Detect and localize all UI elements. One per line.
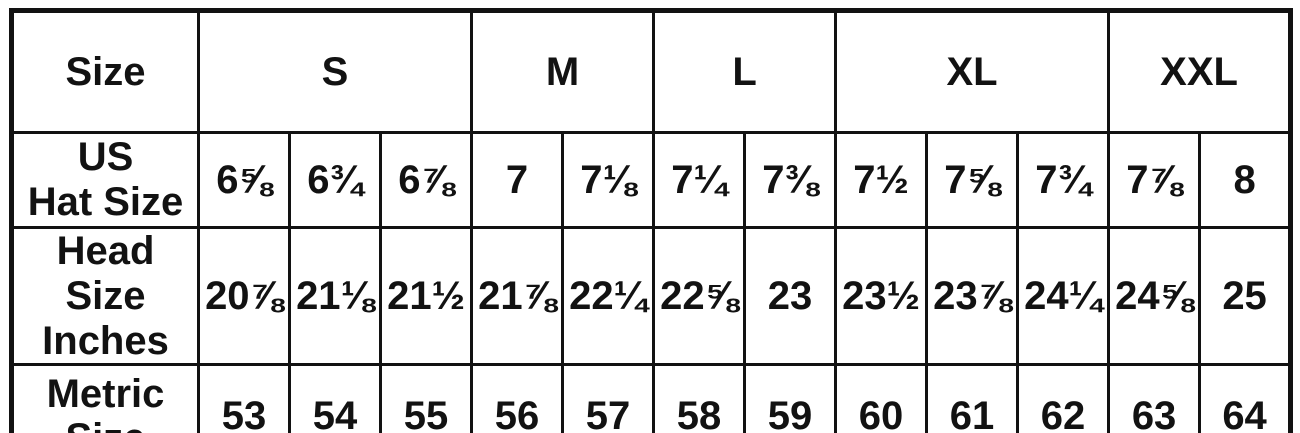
metric-size-cell: 58 bbox=[652, 363, 747, 433]
us-hat-size-cell: 7⅝ bbox=[925, 131, 1020, 229]
size-group-header-l: L bbox=[652, 9, 838, 134]
us-hat-size-cell: 7⅜ bbox=[743, 131, 838, 229]
head-size-inches-cell: 21½ bbox=[378, 225, 474, 367]
metric-size-cell: 56 bbox=[470, 363, 565, 433]
header-row: Size S M L XL XXL bbox=[10, 9, 1293, 134]
head-size-inches-cell: 21⅛ bbox=[288, 225, 382, 367]
head-size-inches-cell: 23½ bbox=[834, 225, 929, 367]
row-header-head-size-inches: Head Size Inches bbox=[10, 225, 200, 367]
us-hat-size-cell: 7⅛ bbox=[561, 131, 656, 229]
head-size-inches-cell: 24⅝ bbox=[1107, 225, 1202, 367]
us-hat-size-cell: 8 bbox=[1198, 131, 1293, 229]
us-hat-size-row: US Hat Size 6⅝ 6¾ 6⅞ 7 7⅛ 7¼ 7⅜ 7½ 7⅝ 7¾… bbox=[10, 131, 1293, 229]
metric-size-cell: 54 bbox=[288, 363, 382, 433]
head-size-inches-row: Head Size Inches 20⅞ 21⅛ 21½ 21⅞ 22¼ 22⅝… bbox=[10, 225, 1293, 367]
row-header-metric-size: Metric Size bbox=[10, 363, 200, 433]
us-hat-size-cell: 7½ bbox=[834, 131, 929, 229]
size-group-header-xxl: XXL bbox=[1107, 9, 1293, 134]
metric-size-cell: 62 bbox=[1016, 363, 1111, 433]
us-hat-size-cell: 7¾ bbox=[1016, 131, 1111, 229]
head-size-inches-cell: 22⅝ bbox=[652, 225, 747, 367]
metric-size-row: Metric Size 53 54 55 56 57 58 59 60 61 6… bbox=[10, 363, 1293, 433]
hat-size-chart-table: Size S M L XL XXL US Hat Size 6⅝ 6¾ 6⅞ 7… bbox=[9, 8, 1294, 433]
corner-size-header: Size bbox=[10, 9, 200, 134]
size-group-header-m: M bbox=[470, 9, 656, 134]
metric-size-cell: 59 bbox=[743, 363, 838, 433]
row-header-us-hat-size: US Hat Size bbox=[10, 131, 200, 229]
metric-size-cell: 60 bbox=[834, 363, 929, 433]
metric-size-cell: 64 bbox=[1198, 363, 1293, 433]
us-hat-size-cell: 7¼ bbox=[652, 131, 747, 229]
size-group-header-s: S bbox=[196, 9, 474, 134]
metric-size-cell: 53 bbox=[197, 363, 291, 433]
metric-size-cell: 57 bbox=[561, 363, 656, 433]
head-size-inches-cell: 22¼ bbox=[561, 225, 656, 367]
us-hat-size-cell: 7 bbox=[470, 131, 565, 229]
head-size-inches-cell: 20⅞ bbox=[197, 225, 291, 367]
head-size-inches-cell: 23 bbox=[743, 225, 838, 367]
metric-size-cell: 61 bbox=[925, 363, 1020, 433]
head-size-inches-cell: 23⅞ bbox=[925, 225, 1020, 367]
head-size-inches-cell: 25 bbox=[1198, 225, 1293, 367]
head-size-inches-cell: 21⅞ bbox=[470, 225, 565, 367]
us-hat-size-cell: 6⅞ bbox=[378, 131, 474, 229]
us-hat-size-cell: 6⅝ bbox=[197, 131, 291, 229]
head-size-inches-cell: 24¼ bbox=[1016, 225, 1111, 367]
size-group-header-xl: XL bbox=[834, 9, 1111, 134]
us-hat-size-cell: 6¾ bbox=[288, 131, 382, 229]
us-hat-size-cell: 7⅞ bbox=[1107, 131, 1202, 229]
metric-size-cell: 55 bbox=[378, 363, 474, 433]
metric-size-cell: 63 bbox=[1107, 363, 1202, 433]
